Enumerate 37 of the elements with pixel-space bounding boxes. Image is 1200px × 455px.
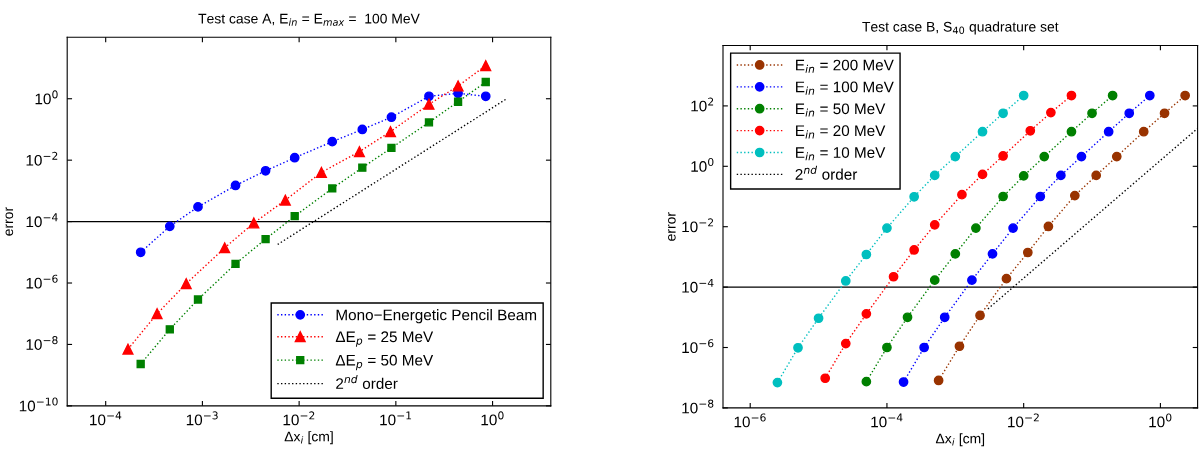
- x-tick-label: 10$^{0}$: [481, 411, 504, 426]
- legend-label: E$_{in}$ = 100 MeV: [796, 81, 894, 95]
- y-tick-label: 10$^{−6}$: [682, 339, 714, 354]
- y-tick-label: 10$^{−2}$: [682, 218, 714, 233]
- legend-label: E$_{in}$ = 50 MeV: [796, 103, 886, 117]
- y-tick-label: 10$^{−4}$: [26, 213, 58, 228]
- x-tick-label: 10$^{0}$: [1149, 413, 1172, 428]
- x-axis-title: Δx$_{i}$ [cm]: [935, 433, 985, 447]
- x-tick-label: 10$^{−2}$: [1008, 413, 1039, 428]
- y-tick-label: 10$^{−4}$: [682, 278, 714, 293]
- y-tick-label: 10$^{−8}$: [26, 336, 58, 350]
- y-axis-title: error: [668, 212, 676, 241]
- y-tick-label: 10$^{0}$: [35, 90, 58, 105]
- x-tick-label: 10$^{−4}$: [871, 413, 903, 428]
- y-tick-label: 10$^{2}$: [691, 97, 714, 112]
- y-tick-label: 10$^{−10}$: [19, 397, 58, 412]
- y-tick-label: 10$^{−8}$: [682, 399, 714, 414]
- x-tick-label: 10$^{−6}$: [734, 413, 766, 428]
- legend-label: Mono−Energetic Pencil Beam: [336, 309, 537, 324]
- y-tick-label: 10$^{−2}$: [26, 151, 58, 166]
- legend-label: E$_{in}$ = 200 MeV: [796, 59, 894, 73]
- legend-label: E$_{in}$ = 20 MeV: [796, 125, 886, 139]
- x-tick-label: 10$^{−4}$: [90, 411, 122, 426]
- x-tick-label: 10$^{−3}$: [186, 411, 218, 426]
- y-tick-label: 10$^{−6}$: [26, 274, 58, 289]
- legend-label: 2$^{nd}$ order: [795, 165, 858, 180]
- legend-label: ΔE$_{p}$ = 25 MeV: [335, 331, 434, 347]
- legend-label: ΔE$_{p}$ = 50 MeV: [335, 354, 434, 371]
- x-axis-title: Δx$_{i}$ [cm]: [284, 431, 333, 445]
- chart-title: Test case A, E$_{in}$ = E$_{max}$ = 100 MeV: [198, 13, 420, 26]
- y-tick-label: 10$^{0}$: [691, 157, 714, 172]
- x-tick-label: 10$^{−2}$: [283, 411, 315, 426]
- legend-label: 2$^{nd}$ order: [336, 374, 398, 390]
- y-axis-title: error: [5, 207, 14, 236]
- legend-label: E$_{in}$ = 10 MeV: [796, 147, 886, 161]
- chart-title: Test case B, S$_{40}$ quadrature set: [862, 21, 1059, 35]
- x-tick-label: 10$^{−1}$: [380, 411, 412, 426]
